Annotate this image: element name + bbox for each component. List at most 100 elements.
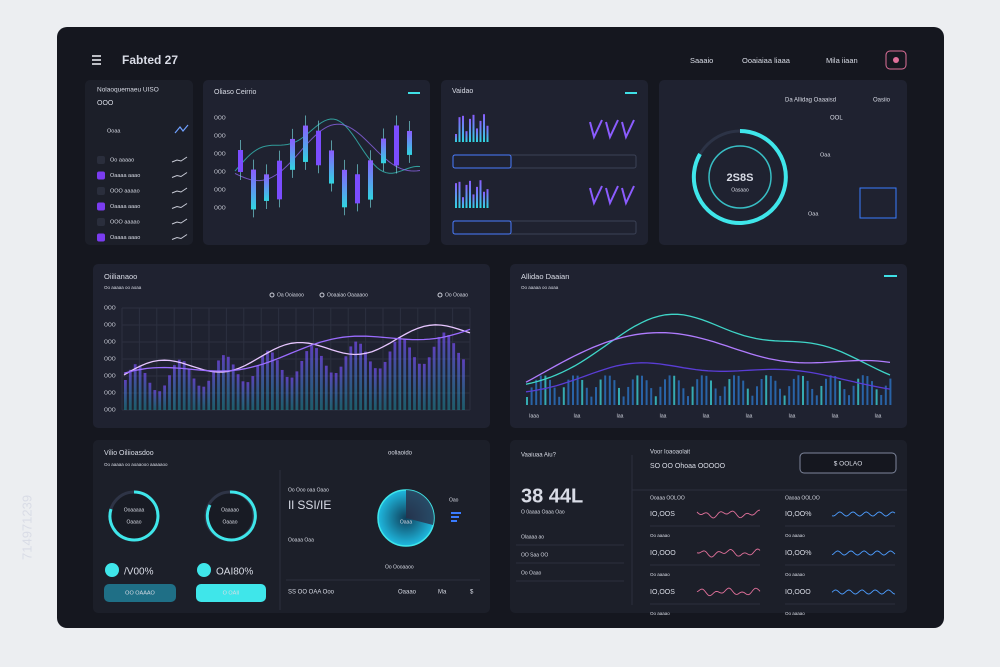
donut-side: Oao: [449, 497, 459, 503]
button-label[interactable]: OO OAAAO: [125, 590, 155, 596]
bar: [558, 396, 561, 405]
bar: [599, 379, 602, 405]
bar: [344, 356, 348, 410]
stat-value: IO,OOS: [650, 511, 675, 518]
ring-arc: [691, 129, 788, 225]
bar: [622, 396, 625, 405]
bar: [354, 341, 358, 410]
mini-bar: [479, 120, 482, 142]
mini-bar: [455, 183, 457, 208]
button[interactable]: [799, 452, 897, 474]
bar: [829, 375, 832, 405]
panel-title: Voor Ioaoaolait: [650, 450, 690, 456]
axis-label: OOO: [214, 115, 226, 121]
axis-label: OOO: [104, 390, 116, 396]
bar: [305, 351, 309, 410]
bar: [576, 375, 579, 405]
axis-label: OOO: [104, 407, 116, 413]
panel-title: Vaidao: [452, 88, 473, 95]
x-label: Iaa: [617, 413, 624, 419]
bar: [300, 360, 304, 410]
mini-bar: [462, 115, 464, 142]
check-mark: [621, 185, 635, 206]
spark: [171, 172, 188, 178]
check-mark: [589, 185, 603, 206]
ring-value: 2S8S: [727, 172, 754, 184]
panel-value: OOL: [830, 116, 843, 122]
bar: [212, 370, 215, 410]
button-label[interactable]: O OAII: [223, 590, 240, 596]
bar: [530, 387, 533, 405]
x-label: Iaa: [703, 413, 710, 419]
nav-link[interactable]: Mila iiaan: [826, 56, 858, 65]
bar: [173, 365, 176, 410]
bar: [177, 359, 181, 410]
bar: [535, 379, 538, 405]
bar: [158, 391, 162, 410]
wave: [525, 313, 891, 385]
big-sub: O 0aaaa Oaaa Oao: [521, 509, 565, 515]
legend-dot: [269, 292, 275, 298]
legend-label: Oo Ooaao: [445, 292, 468, 298]
donut-label: Oaaa: [400, 519, 412, 525]
legend-label: Oa Ooiaooo: [277, 292, 304, 298]
button-label[interactable]: $ OOLAO: [834, 461, 863, 468]
bar: [324, 365, 328, 410]
x-label: Iaa: [574, 413, 581, 419]
candle: [238, 150, 243, 172]
bar: [138, 365, 142, 410]
bar: [124, 380, 127, 410]
bar: [673, 375, 676, 405]
legend-dot: [319, 292, 325, 298]
panel: [93, 440, 490, 613]
mini-widget: [859, 187, 897, 219]
axis-label: OOO: [214, 187, 226, 193]
bar: [369, 361, 372, 410]
list-item: Oaaaa aaao: [110, 235, 140, 241]
row-label: Oo aaaao: [650, 533, 670, 538]
bar: [820, 385, 823, 405]
check-mark: [621, 119, 635, 140]
axis-label: OOO: [104, 356, 116, 362]
bar: [774, 380, 777, 405]
bar: [408, 347, 411, 410]
stat-value: IO,OO%: [785, 550, 811, 557]
list-item: OOO aaaao: [110, 219, 140, 225]
button[interactable]: [196, 584, 266, 602]
bar: [779, 388, 781, 405]
candle: [316, 130, 321, 166]
column-head: Ooaaa OOLOO: [650, 495, 685, 501]
row-label: Oo aaaao: [785, 533, 805, 538]
panel-title: Vaaiuaa Aiu?: [521, 453, 557, 459]
panel-title: Oiilianaoo: [104, 272, 137, 281]
bar: [857, 378, 860, 405]
nav-link[interactable]: Ooaiaiaa liaaa: [742, 56, 791, 65]
tag: Oaa: [820, 152, 831, 158]
bar: [792, 378, 795, 405]
panel-label: Oasiio: [873, 98, 891, 104]
menu-icon[interactable]: [92, 55, 101, 65]
stat-value: IO,OOO: [650, 550, 676, 557]
bar: [654, 396, 657, 405]
bar: [202, 386, 206, 410]
bar: [197, 385, 201, 410]
mini-bar: [469, 118, 471, 142]
sparkline: [831, 589, 896, 595]
bar: [359, 343, 362, 410]
mini-bar: [472, 194, 475, 208]
mini-bar: [451, 512, 461, 514]
profile-button[interactable]: [885, 50, 907, 70]
panel-title: Oliaso Ceirrio: [214, 89, 257, 96]
bar: [383, 361, 387, 410]
button[interactable]: [104, 584, 176, 602]
check-mark: [605, 119, 619, 140]
bar: [168, 375, 171, 410]
nav-link[interactable]: Saaaio: [690, 56, 713, 65]
list-item: OOO aaaao: [110, 188, 140, 194]
bar: [696, 379, 699, 405]
mini-bar: [469, 180, 471, 208]
sparkline: [696, 548, 761, 558]
tag: Oaa: [808, 211, 819, 217]
row-label: Oo Oaao: [521, 570, 542, 576]
spark: [171, 187, 188, 194]
